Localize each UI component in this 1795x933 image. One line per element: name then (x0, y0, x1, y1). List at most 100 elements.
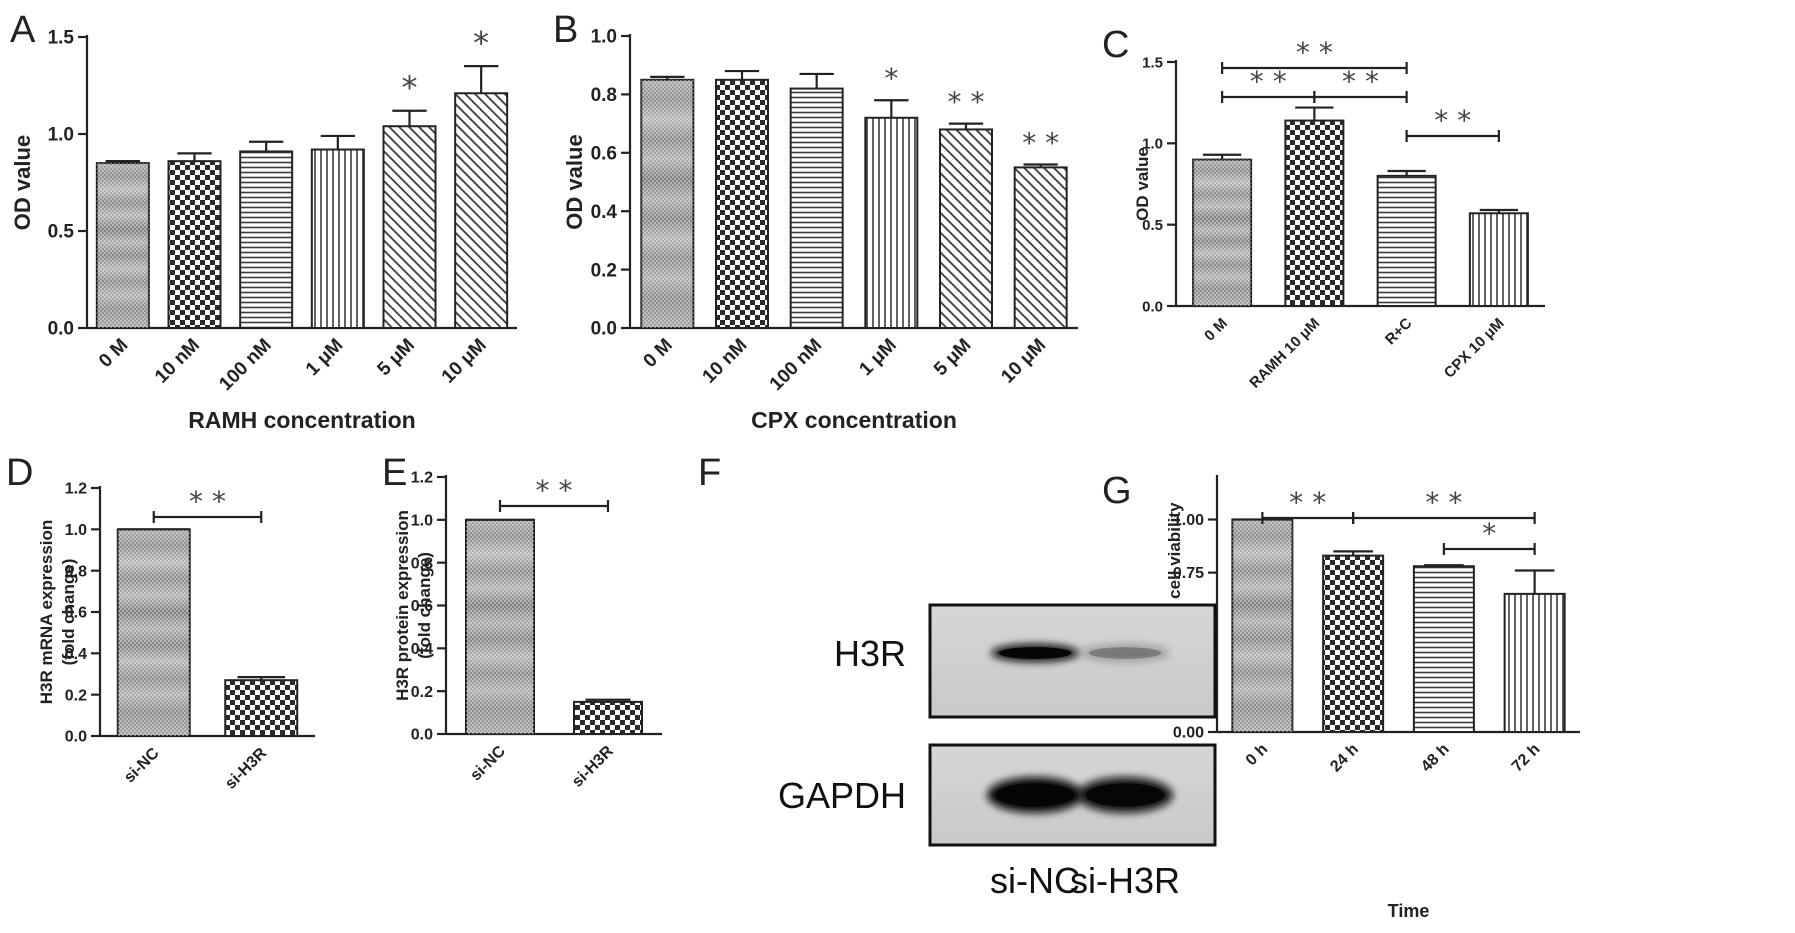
y-axis-title-line2: (fold change) (59, 559, 78, 666)
bar-texture (1232, 519, 1293, 732)
significance-label: * (402, 69, 418, 107)
panel-letter-g: G (1102, 470, 1132, 512)
x-tick-label: 0 M (1201, 315, 1231, 345)
blot-row-label: GAPDH (778, 775, 906, 816)
bar-2 (224, 679, 299, 738)
x-tick-label: si-H3R (222, 744, 270, 792)
y-tick-label: 0.4 (65, 646, 87, 663)
bar-6 (454, 92, 509, 330)
y-tick-label: 1.2 (411, 470, 433, 487)
significance-bracket: * * (1313, 65, 1408, 103)
bar-3 (1412, 565, 1475, 733)
significance-label: * (884, 62, 898, 95)
y-axis-title: OD value (562, 134, 587, 229)
y-axis-title: H3R mRNA expression (37, 520, 56, 705)
blot-lane-label: si-H3R (1070, 860, 1180, 901)
bar-3 (1376, 174, 1437, 307)
x-tick-label: 1 μM (855, 335, 900, 380)
y-tick-label: 0.8 (65, 563, 87, 580)
x-tick-label: 48 h (1418, 741, 1453, 776)
y-tick-label: 1.5 (48, 28, 75, 49)
blot-band-core (998, 647, 1072, 659)
bar-6 (1013, 166, 1068, 329)
y-tick-label: 1.0 (591, 27, 617, 48)
bar-2 (715, 78, 769, 329)
bar-texture (117, 529, 190, 736)
bracket-label: * * (1342, 65, 1379, 98)
y-tick-label: 0.2 (411, 684, 433, 701)
bar-3 (789, 87, 844, 329)
panel-letters: A B C D E F G (6, 9, 1132, 512)
blot-row-h3r: H3R (834, 603, 1217, 719)
y-tick-label: 0.6 (65, 605, 87, 622)
y-tick-label: 0.0 (1142, 298, 1163, 315)
bar-5 (382, 125, 437, 329)
y-tick-label: 1.0 (48, 125, 74, 146)
y-tick-label: 0.0 (65, 729, 87, 746)
x-tick-label: 24 h (1327, 741, 1362, 776)
y-tick-label: 0.2 (65, 687, 87, 704)
x-tick-label: 0 M (95, 335, 132, 372)
blot-band-core (995, 783, 1075, 807)
panel-letter-c: C (1102, 24, 1129, 66)
y-tick-label: 0.2 (591, 260, 617, 281)
significance-bracket: * * (1405, 104, 1500, 142)
bracket-label: * * (536, 474, 573, 507)
x-tick-label: R+C (1382, 315, 1416, 349)
x-tick-label: si-NC (121, 744, 163, 786)
bar-4 (310, 148, 365, 329)
bar-texture (466, 519, 534, 734)
x-tick-label: 10 μM (997, 335, 1050, 388)
y-tick-label: 0.8 (411, 555, 433, 572)
x-tick-label: 10 nM (151, 335, 204, 388)
bar-2 (1322, 554, 1385, 733)
bar-texture (641, 79, 694, 328)
significance-bracket: * (1442, 517, 1536, 555)
y-tick-label: 0.5 (1142, 217, 1163, 234)
y-tick-label: 0.8 (591, 85, 617, 106)
y-tick-label: 0.4 (591, 202, 618, 223)
x-tick-label: 0 h (1243, 741, 1271, 769)
bracket-label: * * (1250, 65, 1287, 98)
panel-letter-e: E (382, 452, 407, 494)
blot-row-label: H3R (834, 633, 906, 674)
y-axis-title-line2: (fold change) (415, 552, 434, 659)
bracket-label: * * (1434, 104, 1471, 137)
bracket-label: * * (189, 485, 226, 518)
significance-bracket: * * (1221, 36, 1408, 74)
significance-bracket: * * (1221, 65, 1316, 103)
x-tick-label: 10 nM (699, 335, 752, 388)
x-tick-label: RAMH 10 μM (1246, 315, 1323, 392)
significance-label: * * (948, 86, 985, 119)
y-axis-title: OD value (1133, 147, 1152, 221)
y-axis-title: H3R protein expression (393, 510, 412, 701)
y-tick-label: 0.6 (591, 143, 617, 164)
bar-2 (1284, 119, 1345, 307)
panel-letter-d: D (6, 452, 33, 494)
y-tick-label: 0.00 (1173, 725, 1204, 742)
x-tick-label: 0 M (640, 335, 677, 372)
blot-row-gapdh: GAPDH (778, 743, 1217, 847)
y-tick-label: 1.2 (65, 481, 87, 498)
x-tick-label: si-NC (467, 742, 509, 784)
blot-membrane (928, 603, 1217, 719)
y-tick-label: 0.6 (411, 598, 433, 615)
y-tick-label: 0.5 (48, 222, 75, 243)
bracket-label: * * (1289, 486, 1326, 519)
x-axis-title: RAMH concentration (188, 407, 415, 433)
bracket-label: * * (1296, 36, 1333, 69)
y-tick-label: 1.0 (65, 522, 87, 539)
significance-bracket: * * (498, 474, 610, 512)
panel-letter-f: F (698, 452, 721, 494)
blot-band-core (1085, 783, 1165, 807)
chart-panel-c: 0.0 0.5 1.0 1.5 OD value 0 M RAMH 10 μM R+C CPX … (1133, 36, 1545, 392)
chart-panel-b: 0.0 0.2 0.4 0.6 0.8 1.0 OD value 0 M 10 nM 100 nM… (562, 27, 1078, 433)
significance-bracket: * * (1261, 486, 1355, 524)
chart-panel-a: 0.0 0.5 1.0 1.5 OD value 0 M 10 nM 100 nM 1 μM * 5… (10, 24, 517, 433)
y-axis-title: OD value (10, 135, 35, 230)
panel-letter-b: B (553, 9, 578, 51)
significance-label: * (473, 24, 489, 62)
bar-2 (573, 700, 643, 735)
